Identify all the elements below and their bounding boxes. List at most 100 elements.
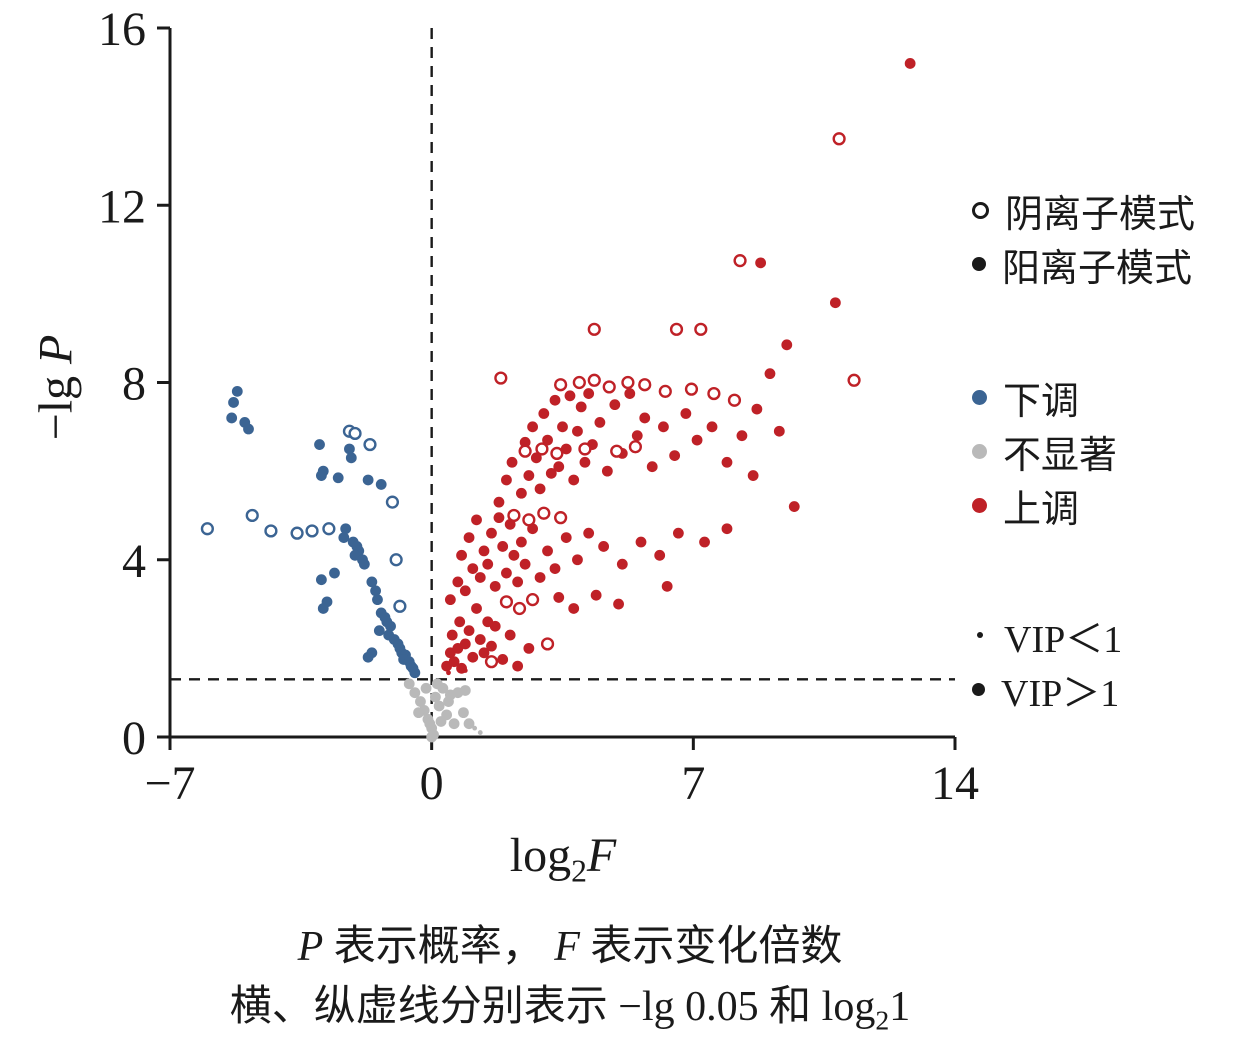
- data-point: [499, 595, 514, 609]
- data-point: [672, 527, 684, 539]
- data-point: [420, 682, 432, 694]
- data-point: [568, 474, 580, 486]
- data-point: [486, 640, 497, 652]
- data-point: [658, 421, 669, 433]
- data-point: [459, 638, 471, 650]
- caption-sub2: 2: [875, 1004, 890, 1036]
- data-point: [446, 670, 451, 676]
- data-point: [497, 541, 509, 552]
- x-axis-label: log2F: [170, 828, 956, 890]
- data-point: [721, 456, 733, 468]
- data-point: [832, 132, 846, 146]
- legend-label-ns: 不显著: [1003, 434, 1118, 477]
- data-point: [515, 536, 527, 548]
- data-point: [431, 678, 443, 690]
- data-point: [568, 603, 580, 614]
- x-axis-label-log: log: [509, 829, 572, 882]
- data-point: [444, 594, 456, 606]
- data-point: [764, 368, 776, 380]
- data-point: [736, 430, 748, 442]
- data-point: [788, 501, 800, 512]
- x-tick-label: 0: [420, 757, 444, 810]
- data-point: [773, 425, 785, 437]
- data-point: [493, 512, 505, 524]
- data-point: [314, 439, 325, 450]
- data-point: [530, 452, 542, 464]
- data-point: [707, 386, 721, 401]
- data-point: [478, 647, 490, 659]
- data-point: [463, 718, 475, 730]
- data-point: [560, 443, 572, 455]
- y-tick-label: 16: [98, 3, 146, 56]
- caption-p: P: [297, 924, 324, 970]
- x-tick-label: 14: [931, 757, 979, 810]
- data-point: [598, 541, 610, 552]
- data-point: [484, 655, 499, 669]
- y-axis-label-prefix: −lg: [29, 363, 83, 441]
- data-point: [512, 601, 527, 616]
- data-point: [542, 545, 553, 557]
- data-point: [474, 572, 486, 583]
- data-point: [610, 444, 624, 458]
- legend-label-down: 下调: [1003, 380, 1080, 423]
- data-point: [363, 437, 377, 452]
- data-point: [564, 390, 576, 402]
- data-point: [684, 382, 699, 396]
- y-tick-label: 8: [122, 358, 146, 411]
- data-point: [680, 408, 692, 419]
- data-point: [443, 696, 454, 707]
- data-point: [587, 322, 601, 336]
- data-point: [501, 567, 512, 579]
- data-point: [518, 444, 532, 458]
- data-point: [415, 696, 426, 707]
- data-point: [478, 545, 490, 557]
- y-tick-label: 4: [122, 535, 146, 588]
- data-point: [426, 731, 438, 743]
- data-point: [727, 393, 742, 407]
- legend-ion-mode: 阴离子模式 阳离子模式: [972, 183, 1195, 291]
- data-point: [560, 532, 572, 543]
- data-point: [462, 668, 468, 673]
- data-point: [373, 625, 385, 637]
- data-point: [458, 707, 469, 719]
- data-point: [628, 440, 642, 454]
- y-tick-label: 12: [98, 180, 146, 233]
- blue-dot-icon: [972, 389, 987, 405]
- data-point: [454, 616, 466, 628]
- data-point: [542, 434, 553, 446]
- data-point: [624, 388, 636, 399]
- data-point: [482, 558, 494, 570]
- data-point: [200, 522, 214, 536]
- data-point: [358, 558, 370, 570]
- data-point: [654, 549, 666, 561]
- data-point: [459, 585, 471, 597]
- data-point: [459, 685, 471, 696]
- data-point: [613, 598, 624, 610]
- x-tick-label: −7: [144, 757, 195, 810]
- red-dot-icon: [972, 497, 987, 513]
- data-point: [370, 585, 381, 597]
- legend-item-down: 下调: [972, 370, 1117, 424]
- data-point: [305, 524, 319, 538]
- data-point: [661, 580, 673, 592]
- open-circle-icon: [972, 201, 989, 219]
- data-point: [345, 452, 357, 464]
- data-point: [669, 322, 684, 336]
- data-point: [590, 589, 602, 601]
- data-point: [587, 373, 601, 387]
- data-point: [631, 430, 643, 442]
- data-point: [467, 651, 479, 663]
- data-point: [494, 371, 508, 385]
- x-axis-label-sub: 2: [571, 853, 587, 889]
- data-point: [638, 378, 652, 392]
- legend-regulation: 下调 不显著 上调: [972, 370, 1117, 532]
- data-point: [486, 527, 497, 539]
- data-point: [493, 496, 505, 508]
- data-point: [424, 718, 436, 730]
- data-point: [557, 421, 568, 433]
- data-point: [448, 718, 460, 730]
- data-point: [446, 629, 458, 641]
- small-dot-icon: [977, 632, 983, 638]
- caption-line1a: 表示概率，: [323, 924, 555, 970]
- data-point: [290, 526, 304, 540]
